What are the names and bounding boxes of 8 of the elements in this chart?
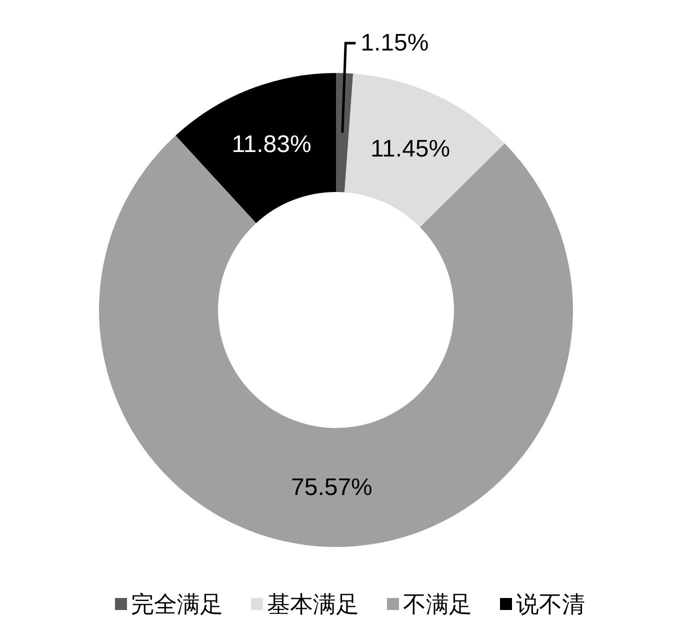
data-label: 11.83%: [232, 131, 312, 158]
legend-label: 说不清: [516, 591, 585, 617]
legend-label: 不满足: [403, 591, 472, 617]
legend-label: 完全满足: [131, 591, 223, 617]
data-label: 1.15%: [360, 30, 429, 57]
data-label: 11.45%: [370, 135, 450, 162]
legend-label: 基本满足: [267, 591, 359, 617]
data-label: 75.57%: [291, 474, 372, 501]
